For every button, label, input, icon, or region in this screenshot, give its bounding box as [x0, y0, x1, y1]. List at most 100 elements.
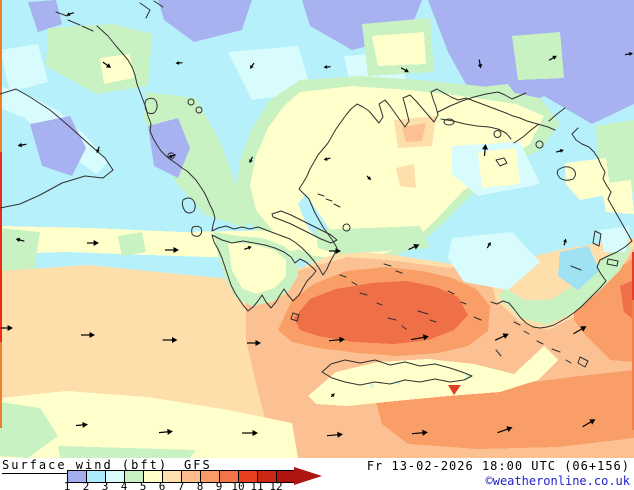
- wind-arrow-icon: [408, 244, 420, 251]
- legend-tick-label: 10: [231, 480, 245, 490]
- wind-arrow-icon: [582, 419, 596, 428]
- wind-arrow-icon: [158, 428, 173, 435]
- region-green-ne2: [512, 32, 564, 80]
- coastline: [55, 0, 164, 32]
- coastline: [339, 263, 482, 330]
- map-edge-stripe: [632, 300, 634, 430]
- wind-arrow-icon: [330, 393, 335, 398]
- coastline: [289, 88, 556, 276]
- wind-arrow-icon: [175, 61, 183, 65]
- coastline: [211, 234, 317, 312]
- wind-arrow-icon: [168, 154, 176, 158]
- region-pale-se2: [600, 226, 630, 252]
- region-green-secoast: [498, 240, 632, 325]
- wind-arrow-icon: [411, 429, 428, 436]
- map-edge-stripe: [0, 0, 2, 152]
- legend-tick-label: 9: [215, 480, 223, 490]
- legend: Surface wind (bft) GFS 1 2 3 4 5 6 7 8 9 10 11 12 Fr…: [0, 458, 634, 490]
- region-pale-se1: [448, 232, 540, 290]
- map-edge-stripe: [0, 342, 2, 428]
- legend-tick-label: 12: [269, 480, 283, 490]
- coastline: [0, 88, 114, 209]
- wind-arrow-icon: [244, 246, 252, 250]
- wind-arrow-icon: [17, 142, 27, 148]
- coastline: [187, 98, 455, 126]
- region-peri-top1: [158, 0, 252, 42]
- wind-arrow-icon: [1, 325, 13, 331]
- wind-arrow-icon: [165, 246, 179, 254]
- wind-arrow-icon: [96, 146, 100, 154]
- coastline: [437, 91, 566, 144]
- model-label: GFS: [184, 458, 212, 472]
- region-green-sw-corner: [0, 402, 58, 458]
- region-yellow-nw: [100, 54, 134, 84]
- wind-arrow-icon: [66, 12, 74, 16]
- legend-tick-label: 2: [82, 480, 90, 490]
- wind-arrow-icon: [75, 421, 88, 428]
- wind-arrow-icon: [87, 240, 99, 246]
- wind-arrow-icon: [249, 62, 255, 69]
- legend-tick-label: 1: [63, 480, 71, 490]
- wind-arrow-icon: [494, 333, 509, 341]
- region-yellow-mainland: [250, 86, 544, 260]
- coastline: [556, 166, 576, 181]
- map-edge-stripe: [0, 152, 2, 342]
- forecast-datetime: Fr 13-02-2026 18:00 UTC (06+156): [366, 459, 630, 473]
- region-yellow-crete-band: [308, 346, 558, 406]
- coastlines: [0, 0, 633, 386]
- down-triangle-marker: [448, 385, 461, 395]
- legend-tick-label: 6: [158, 480, 166, 490]
- wind-arrow-icon: [548, 55, 557, 61]
- region-yellow-sw-bottom: [0, 391, 298, 458]
- copyright-link[interactable]: ©weatheronline.co.uk: [485, 474, 631, 488]
- legend-tick-label: 7: [177, 480, 185, 490]
- wind-arrow-icon: [247, 339, 261, 347]
- wind-arrow-icon: [486, 241, 491, 249]
- legend-tick-label: 11: [250, 480, 264, 490]
- region-orange-south-crete: [376, 370, 634, 449]
- legend-tick-label: 4: [120, 480, 128, 490]
- legend-tick-label: 3: [101, 480, 109, 490]
- wind-arrow-icon: [326, 431, 343, 438]
- wind-speed-regions: [0, 0, 634, 458]
- wind-arrow-icon: [477, 59, 483, 69]
- coastline: [181, 197, 196, 214]
- parameter-label: Surface wind (bft): [2, 458, 169, 472]
- wind-arrow-icon: [400, 67, 409, 73]
- region-yellow-limnos: [478, 148, 520, 188]
- coastline: [493, 130, 619, 271]
- legend-tick-label: 5: [139, 480, 147, 490]
- wind-arrow-icon: [497, 426, 513, 434]
- wind-arrow-icon: [249, 156, 254, 164]
- region-pale-nw: [0, 44, 48, 92]
- wind-arrow-icon: [624, 51, 633, 56]
- coastline: [317, 193, 351, 232]
- coastline: [144, 97, 158, 115]
- coastline: [167, 152, 175, 160]
- coastline: [191, 225, 203, 237]
- region-yellow-pelop: [228, 242, 286, 294]
- coastline: [490, 127, 633, 329]
- wind-arrow-icon: [555, 148, 564, 153]
- wind-arrow-icon: [328, 336, 345, 343]
- region-green-bottom-strip: [58, 446, 196, 458]
- color-scale-bar: [67, 470, 296, 483]
- coastline: [495, 321, 589, 368]
- map-edge-stripe: [632, 252, 634, 300]
- color-scale-labels: 1 2 3 4 5 6 7 8 9 10 11 12: [0, 480, 340, 490]
- coastline: [290, 312, 300, 322]
- wind-arrows: [1, 12, 633, 438]
- region-red-edge: [620, 280, 634, 320]
- legend-title: Surface wind (bft) GFS: [2, 458, 212, 474]
- map-area[interactable]: [0, 0, 634, 458]
- legend-tick-label: 8: [196, 480, 204, 490]
- weather-map: [0, 0, 634, 458]
- wind-arrow-icon: [366, 175, 372, 181]
- wind-arrow-icon: [162, 336, 178, 344]
- region-peri-topleft: [28, 0, 62, 32]
- coastline: [96, 25, 291, 240]
- wind-arrow-icon: [15, 237, 25, 243]
- wind-arrow-icon: [102, 61, 112, 68]
- region-salmon-chalkidiki: [402, 123, 426, 142]
